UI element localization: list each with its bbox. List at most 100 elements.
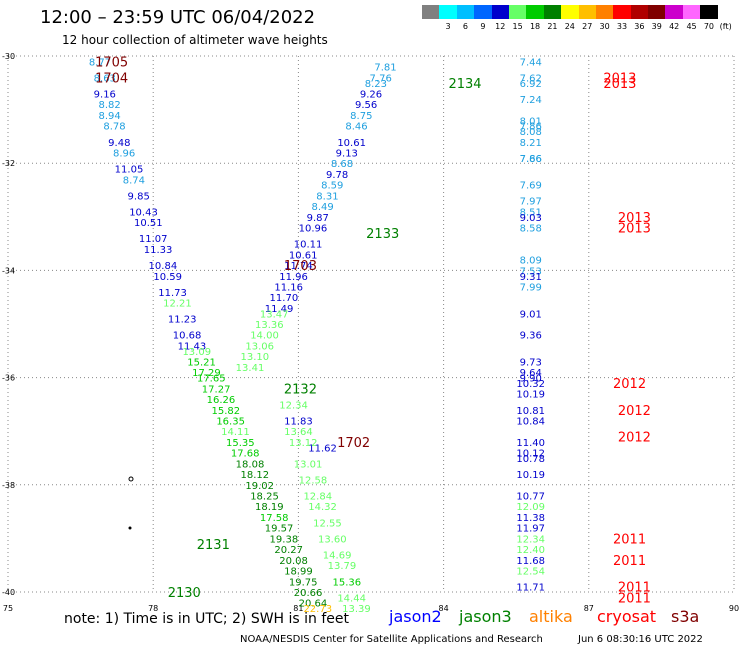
wave-height-point: 16.35 — [216, 416, 245, 427]
wave-height-point: 7.97 — [520, 197, 542, 208]
chart-title: 12:00 – 23:59 UTC 06/04/2022 — [40, 7, 316, 28]
legend-label: 15 — [512, 22, 523, 31]
legend-swatch — [456, 5, 475, 19]
legend-stop: 27 — [578, 5, 596, 31]
wave-height-point: 14.69 — [323, 550, 352, 561]
wave-height-point: 18.12 — [241, 470, 270, 481]
wave-height-point: 19.75 — [289, 577, 318, 588]
data-marks: 8.778.639.168.828.948.789.488.9611.058.7… — [89, 57, 545, 615]
wave-height-point: 8.94 — [99, 111, 121, 122]
wave-height-point: 9.64 — [520, 368, 542, 379]
wave-height-point: 8.96 — [113, 148, 135, 159]
wave-height-point: 16.26 — [207, 395, 236, 406]
wave-height-point: 18.19 — [255, 502, 284, 513]
legend-stop: 33 — [613, 5, 631, 31]
wave-height-point: 15.35 — [226, 438, 255, 449]
track-number-label: 2011 — [618, 581, 651, 596]
wave-height-point: 10.19 — [516, 470, 545, 481]
wave-height-point: 12.58 — [299, 475, 328, 486]
wave-height-point: 13.01 — [294, 459, 323, 470]
legend-stop: 24 — [561, 5, 579, 31]
wave-height-point: 10.68 — [173, 331, 202, 342]
legend-swatch — [700, 5, 718, 19]
wave-height-point: 15.82 — [211, 406, 240, 417]
wave-height-point: 8.75 — [350, 111, 372, 122]
wave-height-point: 9.56 — [355, 100, 377, 111]
wave-height-point: 17.65 — [197, 374, 226, 385]
wave-height-point: 8.59 — [321, 181, 343, 192]
wave-height-point: 13.64 — [284, 427, 313, 438]
legend-unit: (ft) — [719, 22, 732, 31]
wave-height-point: 11.40 — [516, 438, 545, 449]
wave-height-point: 19.02 — [245, 481, 274, 492]
wave-height-point: 11.97 — [516, 524, 545, 535]
wave-height-point: 11.23 — [168, 315, 197, 326]
wave-height-point: 8.51 — [520, 207, 542, 218]
wave-height-point: 8.21 — [520, 138, 542, 149]
legend-swatch — [543, 5, 562, 19]
track-number-label: 2011 — [618, 591, 651, 606]
legend-stop: 15 — [508, 5, 527, 31]
wave-height-point: 13.09 — [182, 347, 211, 358]
y-tick-label: -38 — [2, 481, 15, 490]
legend-swatch — [682, 5, 701, 19]
wave-height-point: 9.01 — [520, 309, 542, 320]
wave-height-point: 10.84 — [149, 261, 178, 272]
wave-height-point: 9.48 — [108, 138, 130, 149]
wave-height-point: 17.58 — [260, 513, 289, 524]
legend-label: 18 — [529, 22, 541, 31]
y-tick-label: -36 — [2, 374, 15, 383]
legend-stop: 6 — [456, 5, 475, 31]
footer-timestamp: Jun 6 08:30:16 UTC 2022 — [578, 634, 703, 645]
wave-height-point: 13.10 — [241, 352, 270, 363]
wave-height-point: 11.83 — [284, 416, 313, 427]
wave-height-point: 11.43 — [178, 341, 207, 352]
footer-credit: NOAA/NESDIS Center for Satellite Applica… — [240, 634, 543, 645]
track-number-label: 2012 — [613, 377, 646, 392]
marker-circle — [128, 476, 134, 482]
wave-height-point: 10.59 — [153, 272, 182, 283]
legend-swatch — [665, 5, 683, 19]
y-tick-label: -32 — [2, 159, 15, 168]
wave-height-point: 10.78 — [516, 454, 545, 465]
legend-swatch — [648, 5, 666, 19]
x-tick-label: 75 — [3, 604, 13, 613]
legend-stop: 36 — [630, 5, 649, 31]
legend-stop: 45 — [682, 5, 701, 31]
wave-height-point: 8.46 — [345, 122, 367, 133]
legend-stop: 9 — [474, 5, 492, 31]
wave-height-point: 12.34 — [516, 534, 545, 545]
wave-height-point: 13.39 — [342, 604, 371, 615]
wave-height-point: 14.44 — [337, 593, 366, 604]
wave-height-point: 9.73 — [520, 358, 542, 369]
satellite-name: altika — [529, 607, 573, 626]
legend-swatch — [595, 5, 614, 19]
track-number-label: 1704 — [95, 71, 128, 86]
wave-height-point: 10.61 — [337, 138, 366, 149]
wave-height-point: 7.24 — [520, 95, 542, 106]
legend-label: 27 — [582, 22, 593, 31]
track-number-label: 2011 — [613, 532, 646, 547]
legend-label: 6 — [462, 22, 469, 31]
wave-height-point: 9.13 — [336, 148, 358, 159]
wave-height-point: 15.36 — [332, 577, 361, 588]
legend-swatch — [491, 5, 509, 19]
legend-stop: 21 — [543, 5, 562, 31]
wave-height-point: 12.40 — [516, 545, 545, 556]
wave-height-point: 9.31 — [520, 272, 542, 283]
track-number-label: 2011 — [613, 554, 646, 569]
legend-swatch — [613, 5, 631, 19]
legend-swatch — [422, 5, 440, 19]
wave-height-point: 19.57 — [265, 524, 294, 535]
wave-height-point: 10.32 — [516, 379, 545, 390]
wave-height-point: 10.51 — [134, 218, 163, 229]
wave-height-point: 13.41 — [236, 363, 265, 374]
chart-subtitle: 12 hour collection of altimeter wave hei… — [62, 33, 328, 47]
wave-height-point: 14.11 — [221, 427, 250, 438]
wave-height-point: 8.78 — [103, 122, 125, 133]
wave-height-point: 8.49 — [311, 202, 333, 213]
legend-swatch — [526, 5, 544, 19]
track-number-label: 2013 — [618, 211, 651, 226]
wave-height-point: 10.12 — [516, 449, 545, 460]
legend-swatch — [474, 5, 492, 19]
